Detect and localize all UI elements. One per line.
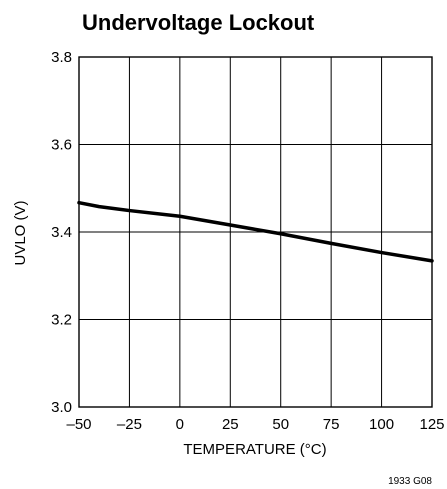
grid-lines (78, 56, 433, 408)
y-tick-label: 3.2 (51, 312, 72, 329)
x-axis-label: TEMPERATURE (°C) (183, 441, 326, 458)
x-tick-label: 75 (323, 416, 340, 433)
x-tick-label: –25 (117, 416, 142, 433)
x-tick-label: 50 (272, 416, 289, 433)
chart-title: Undervoltage Lockout (82, 10, 315, 35)
y-tick-label: 3.8 (51, 49, 72, 66)
figure-id: 1933 G08 (388, 476, 432, 487)
x-tick-label: 125 (419, 416, 444, 433)
x-tick-label: 25 (222, 416, 239, 433)
x-tick-label: 100 (369, 416, 394, 433)
x-tick-label: 0 (176, 416, 184, 433)
y-tick-label: 3.0 (51, 399, 72, 416)
y-axis-label: UVLO (V) (12, 200, 29, 265)
y-tick-label: 3.4 (51, 224, 72, 241)
y-tick-labels: 3.0 3.2 3.4 3.6 3.8 (51, 49, 72, 416)
y-tick-label: 3.6 (51, 137, 72, 154)
x-tick-label: –50 (66, 416, 91, 433)
plot-frame (78, 56, 433, 408)
uvlo-series-line (77, 200, 434, 263)
x-tick-labels: –50 –25 0 25 50 75 100 125 (66, 416, 444, 433)
